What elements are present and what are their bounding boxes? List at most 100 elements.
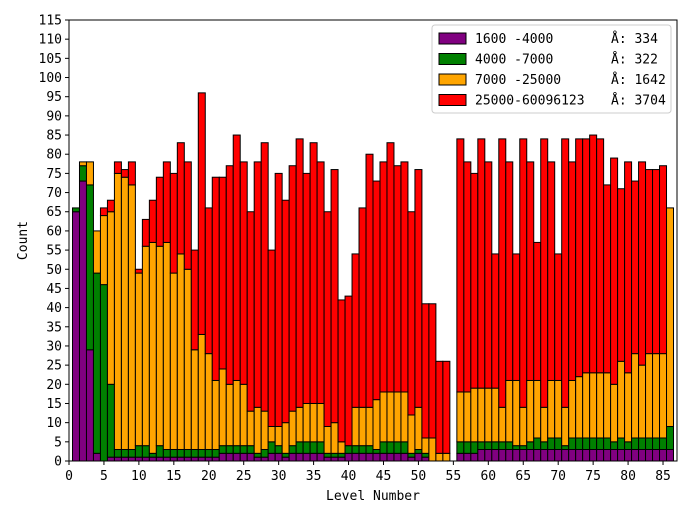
- bar-level-15-series-4: [169, 172, 178, 274]
- bar-level-60-series-2: [484, 441, 493, 450]
- bar-level-77-series-2: [603, 437, 612, 450]
- bar-level-11-series-2: [141, 445, 150, 458]
- bar-level-61-series-4: [491, 253, 500, 389]
- legend-swatch: [438, 73, 467, 86]
- bar-level-76-series-3: [596, 372, 605, 439]
- x-tick-label: 55: [446, 469, 462, 484]
- bar-level-17-series-4: [183, 161, 192, 270]
- bar-level-69-series-4: [547, 161, 556, 381]
- bar-level-61-series-3: [491, 387, 500, 443]
- bar-level-47-series-2: [393, 441, 402, 454]
- plot-frame: [68, 19, 678, 462]
- bar-level-13-series-3: [155, 245, 164, 447]
- y-tick-label: 50: [46, 263, 62, 278]
- bar-level-7-series-3: [113, 172, 122, 450]
- bar-level-79-series-1: [617, 448, 626, 462]
- bar-level-21-series-2: [211, 448, 220, 458]
- y-tick-label: 80: [46, 148, 62, 163]
- bar-level-37-series-2: [323, 452, 332, 458]
- bar-level-27-series-1: [253, 456, 262, 462]
- bar-level-5-series-3: [99, 215, 108, 286]
- bar-level-82-series-3: [638, 364, 647, 439]
- legend-label: 7000 -25000: [475, 73, 561, 88]
- bar-level-78-series-4: [610, 157, 619, 385]
- bar-level-8-series-1: [120, 456, 129, 462]
- bar-level-83-series-4: [645, 169, 654, 355]
- bar-level-22-series-2: [218, 445, 227, 454]
- bar-level-85-series-3: [659, 353, 668, 439]
- bar-level-7-series-2: [113, 448, 122, 458]
- bar-level-56-series-1: [456, 452, 465, 462]
- bar-level-24-series-4: [232, 134, 241, 381]
- bar-level-83-series-1: [645, 448, 654, 462]
- bar-level-12-series-3: [148, 241, 157, 454]
- y-tick-label: 90: [46, 109, 62, 124]
- bar-level-39-series-4: [337, 299, 346, 443]
- bar-level-1-series-1: [71, 211, 80, 462]
- bar-level-59-series-1: [477, 448, 486, 462]
- bar-level-35-series-2: [309, 441, 318, 454]
- bar-level-84-series-3: [652, 353, 661, 439]
- bar-level-43-series-3: [365, 406, 374, 447]
- bar-level-16-series-3: [176, 253, 185, 450]
- bar-level-66-series-4: [526, 161, 535, 381]
- bar-level-35-series-3: [309, 402, 318, 443]
- bar-level-4-series-1: [92, 452, 101, 462]
- bar-level-58-series-2: [470, 441, 479, 454]
- bar-level-22-series-1: [218, 452, 227, 462]
- y-tick-label: 70: [46, 186, 62, 201]
- bar-level-15-series-2: [169, 448, 178, 458]
- bar-level-81-series-2: [631, 437, 640, 450]
- bar-level-72-series-1: [568, 448, 577, 462]
- bar-level-2-series-3: [78, 161, 87, 167]
- y-tick-label: 75: [46, 167, 62, 182]
- bar-level-62-series-4: [498, 138, 507, 408]
- y-tick-label: 55: [46, 244, 62, 259]
- bar-level-34-series-2: [302, 441, 311, 454]
- bar-level-85-series-2: [659, 437, 668, 450]
- bar-level-10-series-2: [134, 445, 143, 458]
- bar-level-40-series-1: [344, 452, 353, 462]
- bar-level-86-series-2: [666, 425, 675, 450]
- y-tick-label: 30: [46, 339, 62, 354]
- y-tick-label: 95: [46, 90, 62, 105]
- bar-level-39-series-3: [337, 441, 346, 454]
- bar-level-70-series-4: [554, 253, 563, 381]
- bar-level-85-series-1: [659, 448, 668, 462]
- bar-level-19-series-3: [197, 333, 206, 450]
- bar-level-25-series-2: [239, 445, 248, 454]
- bar-level-11-series-3: [141, 245, 150, 447]
- bar-level-30-series-2: [274, 445, 283, 454]
- bar-level-68-series-4: [540, 138, 549, 408]
- bar-level-49-series-3: [407, 414, 416, 454]
- bar-level-38-series-3: [330, 422, 339, 454]
- bar-level-7-series-1: [113, 456, 122, 462]
- x-tick-label: 25: [236, 469, 252, 484]
- bar-level-68-series-1: [540, 448, 549, 462]
- bar-level-24-series-1: [232, 452, 241, 462]
- bar-level-25-series-3: [239, 383, 248, 447]
- bar-level-49-series-1: [407, 456, 416, 462]
- bar-level-75-series-1: [589, 448, 598, 462]
- bar-level-44-series-1: [372, 452, 381, 462]
- bar-level-27-series-4: [253, 161, 262, 408]
- bar-level-47-series-3: [393, 391, 402, 443]
- bar-level-3-series-1: [85, 349, 94, 462]
- x-tick-label: 60: [480, 469, 496, 484]
- bar-level-52-series-3: [428, 437, 437, 462]
- bar-level-18-series-1: [190, 456, 199, 462]
- bar-level-68-series-2: [540, 441, 549, 450]
- bar-level-75-series-3: [589, 372, 598, 439]
- bar-level-10-series-3: [134, 272, 143, 447]
- bar-level-54-series-4: [442, 360, 451, 454]
- bar-level-23-series-3: [225, 383, 234, 447]
- bar-level-14-series-1: [162, 456, 171, 462]
- y-tick-label: 10: [46, 416, 62, 431]
- bar-level-50-series-3: [414, 406, 423, 450]
- y-tick-label: 105: [39, 52, 62, 67]
- bar-level-64-series-4: [512, 253, 521, 381]
- bar-level-65-series-2: [519, 445, 528, 450]
- bar-level-71-series-3: [561, 406, 570, 447]
- bar-level-56-series-4: [456, 138, 465, 393]
- bar-level-37-series-3: [323, 425, 332, 454]
